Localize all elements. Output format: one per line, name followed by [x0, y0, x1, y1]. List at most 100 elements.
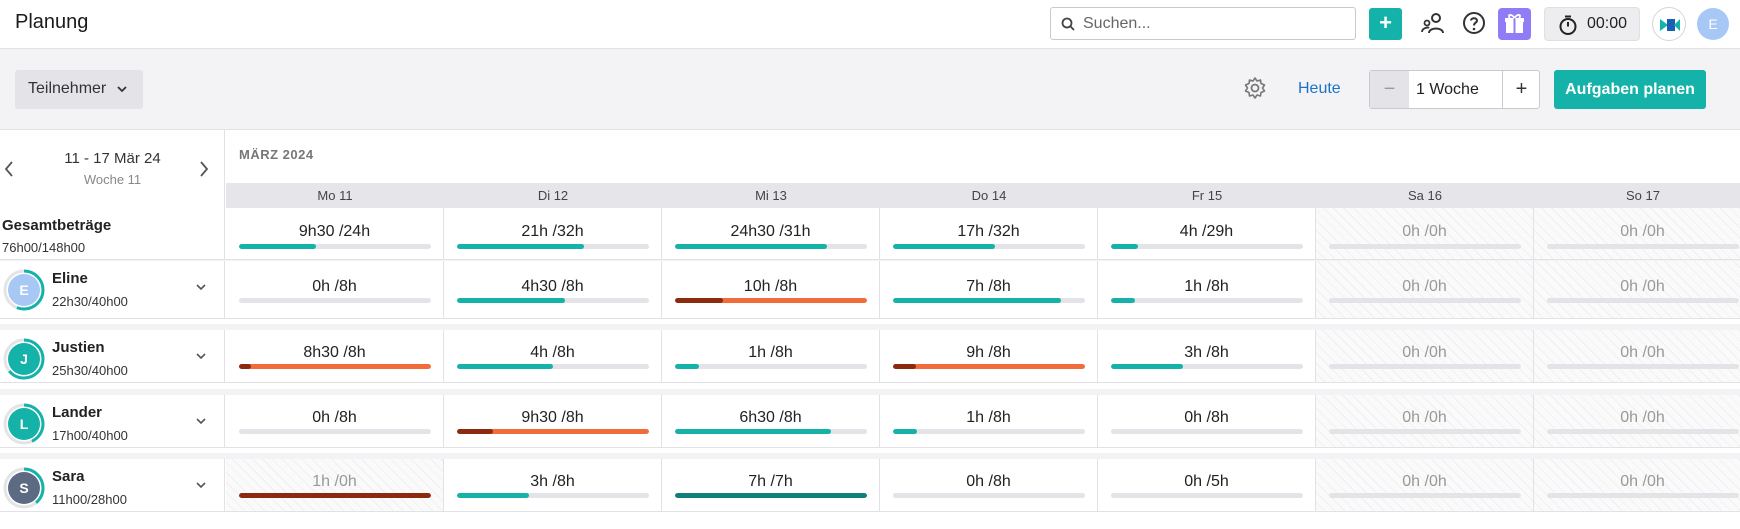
- hours-label: 3h /8h: [530, 473, 575, 490]
- planning-grid: 11 - 17 Mär 24 Woche 11 MÄRZ 2024 Mo 11 D…: [0, 130, 1740, 529]
- chevron-down-icon[interactable]: [196, 482, 206, 489]
- day-cell[interactable]: 0h /8h: [226, 261, 444, 318]
- day-cell[interactable]: 0h /0h: [1534, 395, 1740, 447]
- day-cell[interactable]: 0h /8h: [226, 395, 444, 447]
- decrease-period-button[interactable]: −: [1370, 71, 1409, 108]
- today-link[interactable]: Heute: [1298, 80, 1341, 97]
- day-cell[interactable]: 9h30 /24h: [226, 208, 444, 259]
- day-cell[interactable]: 9h /8h: [880, 330, 1098, 382]
- day-cell[interactable]: 7h /7h: [662, 459, 880, 511]
- gift-button[interactable]: [1498, 8, 1531, 40]
- person-row: L Lander 17h00/40h00 0h /8h 9h30 /8h 6h30 /8h…: [0, 395, 1740, 448]
- day-cell[interactable]: 10h /8h: [662, 261, 880, 318]
- increase-period-button[interactable]: +: [1502, 71, 1540, 108]
- search-input[interactable]: [1083, 13, 1343, 35]
- capacity-fill: [239, 493, 431, 498]
- hours-label: 7h /7h: [748, 473, 793, 490]
- chevron-left-icon[interactable]: [3, 160, 15, 178]
- day-cell[interactable]: 0h /0h: [1316, 208, 1534, 259]
- capacity-bar: [1547, 298, 1739, 303]
- person-label[interactable]: S Sara 11h00/28h00: [0, 459, 225, 511]
- person-label[interactable]: E Eline 22h30/40h00: [0, 261, 225, 318]
- day-cell[interactable]: 4h /29h: [1098, 208, 1316, 259]
- day-cell[interactable]: 0h /0h: [1534, 330, 1740, 382]
- time-tracker[interactable]: 00:00: [1544, 7, 1640, 41]
- top-bar: Planung + 00:00: [0, 0, 1740, 49]
- day-cell[interactable]: 21h /32h: [444, 208, 662, 259]
- day-cell[interactable]: 24h30 /31h: [662, 208, 880, 259]
- day-header: Mo 11: [317, 188, 353, 203]
- gear-icon[interactable]: [1243, 76, 1267, 100]
- hours-label: 4h /29h: [1179, 223, 1234, 240]
- capacity-bar: [675, 244, 867, 249]
- chevron-down-icon[interactable]: [196, 284, 206, 291]
- day-cell[interactable]: 0h /8h: [1098, 395, 1316, 447]
- hours-label: 0h /5h: [1184, 473, 1229, 490]
- month-label: MÄRZ 2024: [239, 147, 314, 162]
- day-cell[interactable]: 0h /8h: [880, 459, 1098, 511]
- day-cell[interactable]: 1h /0h: [226, 459, 444, 511]
- day-cell[interactable]: 8h30 /8h: [226, 330, 444, 382]
- capacity-bar: [675, 493, 867, 498]
- capacity-fill: [1111, 244, 1138, 249]
- day-cell[interactable]: 4h30 /8h: [444, 261, 662, 318]
- totals-hours: 76h00/148h00: [2, 240, 86, 255]
- chevron-down-icon: [117, 86, 127, 93]
- capacity-bar: [1547, 244, 1739, 249]
- plan-tasks-button[interactable]: Aufgaben planen: [1554, 70, 1706, 109]
- day-cell[interactable]: 0h /0h: [1534, 459, 1740, 511]
- hours-label: 4h30 /8h: [521, 278, 584, 295]
- day-cell[interactable]: 0h /5h: [1098, 459, 1316, 511]
- capacity-bar: [1329, 493, 1521, 498]
- add-button[interactable]: +: [1369, 8, 1402, 40]
- capacity-bar: [1329, 244, 1521, 249]
- capacity-bar: [239, 244, 431, 249]
- capacity-bar: [893, 364, 1085, 369]
- chevron-down-icon[interactable]: [196, 418, 206, 425]
- day-cell[interactable]: 1h /8h: [662, 330, 880, 382]
- avatar: E: [8, 274, 40, 306]
- day-cell[interactable]: 3h /8h: [444, 459, 662, 511]
- capacity-bar: [239, 298, 431, 303]
- participants-dropdown[interactable]: Teilnehmer: [15, 70, 143, 109]
- chevron-down-icon[interactable]: [196, 353, 206, 360]
- capacity-bar: [457, 244, 649, 249]
- day-cell[interactable]: 0h /0h: [1316, 261, 1534, 318]
- week-navigator: 11 - 17 Mär 24 Woche 11: [0, 130, 225, 208]
- day-cell[interactable]: 17h /32h: [880, 208, 1098, 259]
- hours-label: 0h /0h: [1402, 344, 1447, 361]
- totals-label: Gesamtbeträge 76h00/148h00: [0, 208, 225, 259]
- capacity-fill: [1111, 298, 1135, 303]
- day-header: Do 14: [971, 188, 1007, 203]
- search-box[interactable]: [1050, 7, 1356, 40]
- day-cell[interactable]: 0h /0h: [1316, 395, 1534, 447]
- day-cell[interactable]: 1h /8h: [1098, 261, 1316, 318]
- day-cell[interactable]: 6h30 /8h: [662, 395, 880, 447]
- day-cell[interactable]: 0h /0h: [1316, 459, 1534, 511]
- capacity-bar: [1329, 298, 1521, 303]
- capacity-fill: [457, 429, 649, 434]
- overbooked-fill: [457, 429, 494, 434]
- video-call-button[interactable]: [1652, 7, 1686, 41]
- timer-value: 00:00: [1587, 15, 1628, 32]
- person-label[interactable]: J Justien 25h30/40h00: [0, 330, 225, 382]
- day-cell[interactable]: 3h /8h: [1098, 330, 1316, 382]
- person-label[interactable]: L Lander 17h00/40h00: [0, 395, 225, 447]
- day-header-row: Mo 11 Di 12 Mi 13 Do 14 Fr 15 Sa 16 So 17: [226, 183, 1740, 208]
- day-cell[interactable]: 0h /0h: [1534, 261, 1740, 318]
- progress-ring: [3, 269, 45, 311]
- help-icon[interactable]: [1462, 11, 1486, 35]
- day-cell[interactable]: 9h30 /8h: [444, 395, 662, 447]
- day-cell[interactable]: 0h /0h: [1316, 330, 1534, 382]
- day-cell[interactable]: 7h /8h: [880, 261, 1098, 318]
- day-cell[interactable]: 1h /8h: [880, 395, 1098, 447]
- person-hours: 11h00/28h00: [52, 492, 127, 507]
- capacity-fill: [457, 244, 584, 249]
- period-value[interactable]: 1 Woche: [1416, 81, 1479, 98]
- day-cell[interactable]: 0h /0h: [1534, 208, 1740, 259]
- users-icon[interactable]: [1421, 11, 1447, 37]
- user-avatar[interactable]: E: [1697, 8, 1729, 40]
- chevron-right-icon[interactable]: [198, 160, 210, 178]
- overbooked-fill: [239, 364, 251, 369]
- day-cell[interactable]: 4h /8h: [444, 330, 662, 382]
